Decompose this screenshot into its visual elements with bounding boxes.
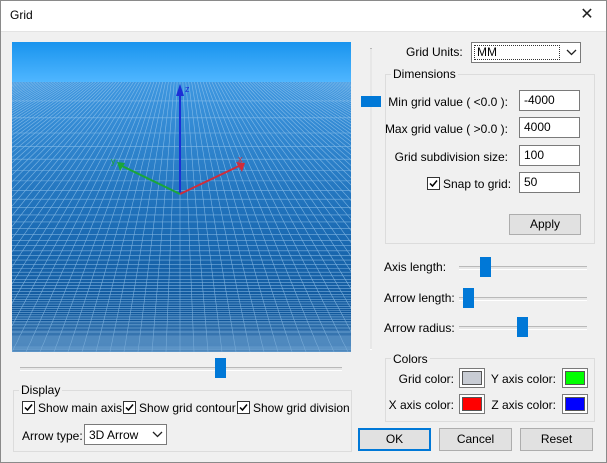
- show-grid-contour-label: Show grid contour: [139, 401, 236, 415]
- grid-subdivision-input[interactable]: 100: [519, 145, 580, 166]
- show-main-axis-label: Show main axis: [38, 401, 123, 415]
- chevron-down-icon: [149, 425, 166, 444]
- zoom-slider-thumb[interactable]: [361, 96, 381, 107]
- min-grid-input[interactable]: -4000: [519, 90, 580, 111]
- max-grid-label: Max grid value ( >0.0 ):: [384, 122, 508, 136]
- y-axis-line: [121, 165, 181, 195]
- display-group: [13, 390, 352, 452]
- x-axis-color-label: X axis color:: [388, 398, 454, 412]
- axis-length-label: Axis length:: [384, 260, 447, 274]
- snap-to-grid-label: Snap to grid:: [443, 177, 512, 191]
- min-grid-label: Min grid value ( <0.0 ):: [388, 95, 508, 109]
- grid-units-value: MM: [474, 45, 560, 60]
- ok-button[interactable]: OK: [358, 428, 431, 451]
- x-axis-arrow: [236, 162, 245, 172]
- reset-button[interactable]: Reset: [520, 428, 593, 451]
- snap-to-grid-input[interactable]: 50: [519, 172, 580, 193]
- arrow-length-label: Arrow length:: [384, 291, 455, 305]
- dimensions-group: [385, 74, 595, 244]
- y-axis-arrow: [117, 162, 125, 171]
- x-axis-color-button[interactable]: [459, 394, 485, 414]
- snap-to-grid-checkbox[interactable]: [427, 177, 440, 190]
- max-grid-input[interactable]: 4000: [519, 117, 580, 138]
- zoom-slider-track[interactable]: [370, 48, 372, 350]
- checkmark-icon: [429, 180, 438, 188]
- chevron-down-icon: [563, 43, 580, 62]
- y-axis-color-swatch: [565, 371, 585, 385]
- arrow-length-slider-thumb[interactable]: [463, 288, 474, 308]
- cancel-button[interactable]: Cancel: [439, 428, 512, 451]
- apply-button[interactable]: Apply: [509, 214, 581, 235]
- arrow-length-slider-track[interactable]: [459, 297, 587, 301]
- y-axis-color-button[interactable]: [562, 368, 588, 388]
- show-grid-division-label: Show grid division: [253, 401, 350, 415]
- y-axis-color-label: Y axis color:: [490, 372, 556, 386]
- y-axis-label: y: [111, 156, 116, 166]
- arrow-type-label: Arrow type:: [22, 429, 83, 443]
- rotate-slider-thumb[interactable]: [215, 358, 226, 378]
- colors-group: [385, 358, 595, 422]
- dimensions-legend: Dimensions: [391, 67, 458, 81]
- arrow-radius-slider-thumb[interactable]: [517, 317, 528, 337]
- grid-render: z x y: [12, 42, 351, 352]
- arrow-radius-label: Arrow radius:: [384, 321, 455, 335]
- axis-length-slider-track[interactable]: [459, 266, 587, 270]
- axis-length-slider-thumb[interactable]: [480, 257, 491, 277]
- show-grid-contour-checkbox[interactable]: [123, 401, 136, 414]
- checkmark-icon: [24, 404, 33, 412]
- checkmark-icon: [239, 404, 248, 412]
- grid-color-label: Grid color:: [398, 372, 454, 386]
- title-bar: [0, 0, 607, 32]
- x-axis-line: [179, 165, 240, 195]
- z-axis-color-swatch: [565, 397, 585, 411]
- colors-legend: Colors: [391, 352, 430, 366]
- arrow-type-select[interactable]: 3D Arrow: [84, 424, 167, 445]
- grid-subdivision-label: Grid subdivision size:: [394, 150, 508, 164]
- z-axis-color-button[interactable]: [562, 394, 588, 414]
- show-main-axis-checkbox[interactable]: [22, 401, 35, 414]
- checkmark-icon: [125, 404, 134, 412]
- window-title: Grid: [10, 8, 33, 22]
- z-axis-label: z: [185, 84, 190, 94]
- display-legend: Display: [19, 383, 63, 397]
- rotate-slider-track[interactable]: [20, 367, 342, 371]
- grid-viewport[interactable]: z x y: [12, 42, 351, 352]
- z-axis-color-label: Z axis color:: [491, 398, 556, 412]
- grid-units-label: Grid Units:: [406, 45, 463, 59]
- x-axis-color-swatch: [462, 397, 482, 411]
- close-icon[interactable]: ✕: [580, 6, 594, 23]
- x-axis-label: x: [238, 154, 243, 164]
- grid-color-swatch: [462, 371, 482, 385]
- z-axis-arrow: [176, 84, 184, 96]
- show-grid-division-checkbox[interactable]: [237, 401, 250, 414]
- grid-units-select[interactable]: MM: [471, 42, 581, 63]
- arrow-type-value: 3D Arrow: [89, 428, 139, 442]
- grid-color-button[interactable]: [459, 368, 485, 388]
